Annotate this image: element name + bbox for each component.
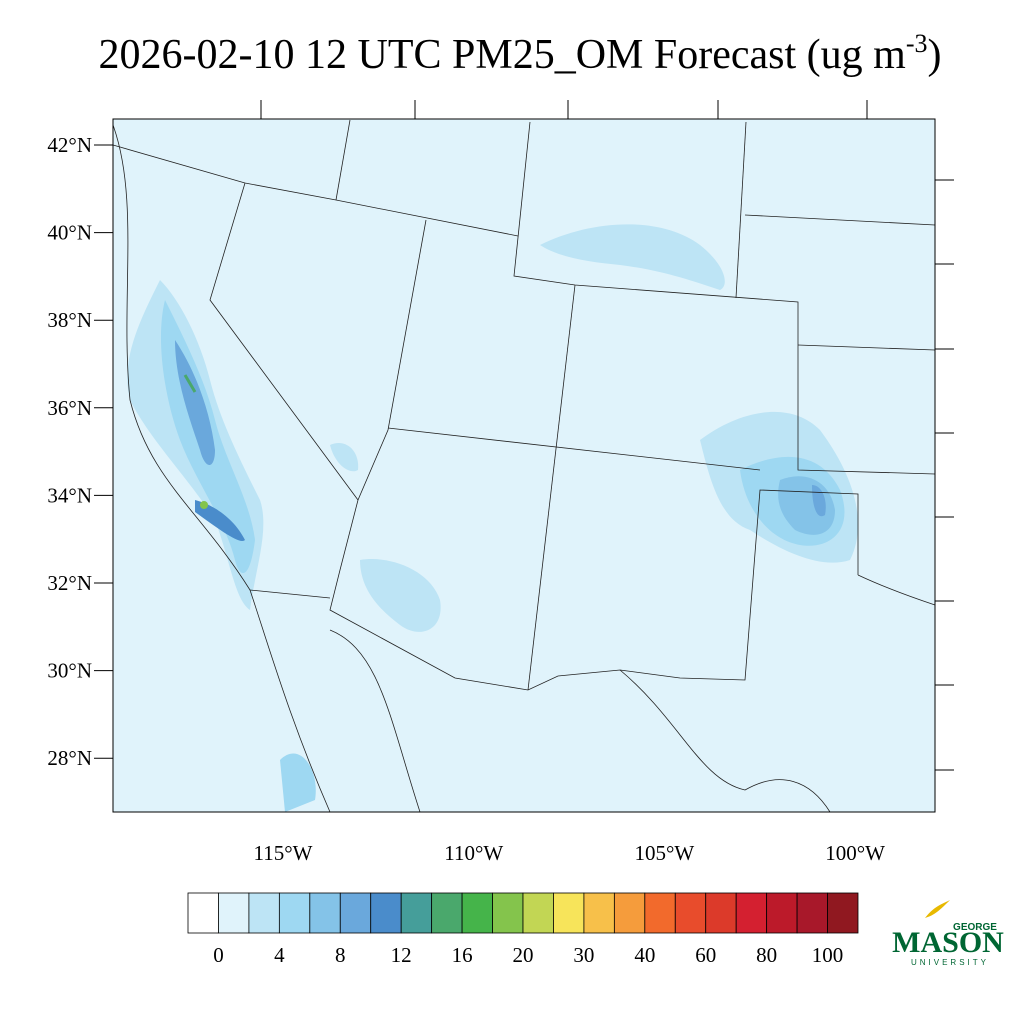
colorbar-box (766, 892, 798, 934)
colorbar-label: 100 (812, 943, 844, 967)
colorbar-box (248, 892, 280, 934)
colorbar-box (705, 892, 737, 934)
colorbar-label: 16 (452, 943, 473, 967)
colorbar-box (583, 892, 615, 934)
colorbar-label: 20 (513, 943, 534, 967)
colorbar-label: 40 (634, 943, 655, 967)
title-superscript: -3 (906, 29, 928, 58)
colorbar-box (400, 892, 433, 934)
logo-bottom: UNIVERSITY (911, 958, 989, 967)
title-end: ) (927, 32, 941, 78)
colorbar-box (522, 892, 554, 934)
colorbar-box (492, 892, 524, 934)
lon-label: 105°W (635, 841, 695, 865)
colorbar-box (218, 892, 250, 934)
colorbar-box (644, 892, 676, 934)
title-text: 2026-02-10 12 UTC PM25_OM Forecast (ug m (99, 32, 907, 78)
colorbar-box (613, 892, 646, 934)
colorbar-box (339, 892, 372, 934)
colorbar-box (187, 892, 219, 934)
lat-label: 42°N (47, 133, 92, 157)
colorbar-label: 30 (573, 943, 594, 967)
colorbar-label: 12 (391, 943, 412, 967)
colorbar-box (796, 892, 828, 934)
lat-label: 36°N (47, 396, 92, 420)
map-frame (112, 118, 936, 813)
lat-label: 38°N (47, 308, 92, 332)
colorbar-label: 60 (695, 943, 716, 967)
plumes (127, 224, 859, 812)
borders (112, 119, 936, 813)
map (112, 100, 954, 813)
lat-label: 30°N (47, 659, 92, 683)
lon-label: 115°W (254, 841, 313, 865)
logo-main: MASON (892, 926, 1004, 959)
lat-label: 28°N (47, 746, 92, 770)
colorbar-box (278, 892, 311, 934)
colorbar-box (674, 892, 707, 934)
colorbar-box (309, 892, 341, 934)
lon-label: 110°W (444, 841, 503, 865)
colorbar-label: 80 (756, 943, 777, 967)
lat-label: 32°N (47, 571, 92, 595)
colorbar-label: 0 (213, 943, 224, 967)
frame-ticks (260, 100, 954, 771)
logo: GEORGE MASON UNIVERSITY (892, 900, 1004, 967)
colorbar-box (735, 892, 768, 934)
title: 2026-02-10 12 UTC PM25_OM Forecast (ug m… (99, 29, 942, 78)
colorbar-label: 8 (335, 943, 346, 967)
lat-label: 40°N (47, 221, 92, 245)
colorbar-label: 4 (274, 943, 285, 967)
logo-top: GEORGE (953, 922, 997, 933)
colorbar-box (370, 892, 402, 934)
colorbar-box (431, 892, 463, 934)
lon-label: 100°W (825, 841, 885, 865)
colorbar-box (461, 892, 493, 934)
lat-label: 34°N (47, 483, 92, 507)
colorbar-box (827, 892, 859, 934)
colorbar-box (553, 892, 585, 934)
